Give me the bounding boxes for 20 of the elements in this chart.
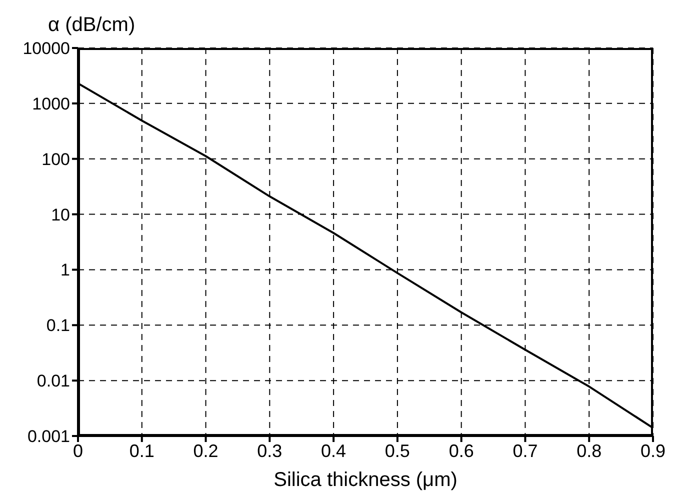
x-tick-label: 0 <box>72 440 84 461</box>
x-tick-label: 0.7 <box>512 440 538 461</box>
y-axis-title: α (dB/cm) <box>48 14 136 37</box>
y-tick-label: 0.1 <box>46 316 70 336</box>
y-tick-label: 0.001 <box>27 427 70 446</box>
y-tick-label: 1000 <box>32 94 70 114</box>
y-tick-label: 0.01 <box>36 372 70 391</box>
x-tick-label: 0.1 <box>129 440 154 461</box>
x-tick-label: 0.2 <box>193 440 218 461</box>
y-tick-label: 10000 <box>22 39 70 58</box>
x-tick-label: 0.6 <box>448 440 474 461</box>
x-tick-label: 0.3 <box>257 440 282 461</box>
y-tick-label: 1 <box>60 260 70 280</box>
x-tick-label: 0.5 <box>384 440 410 461</box>
y-tick-label: 100 <box>42 150 70 169</box>
x-axis-title: Silica thickness (μm) <box>274 469 458 491</box>
x-tick-label: 0.9 <box>640 440 666 461</box>
x-tick-label: 0.4 <box>321 440 346 461</box>
x-tick-label: 0.8 <box>576 440 602 461</box>
y-tick-label: 10 <box>51 205 70 224</box>
